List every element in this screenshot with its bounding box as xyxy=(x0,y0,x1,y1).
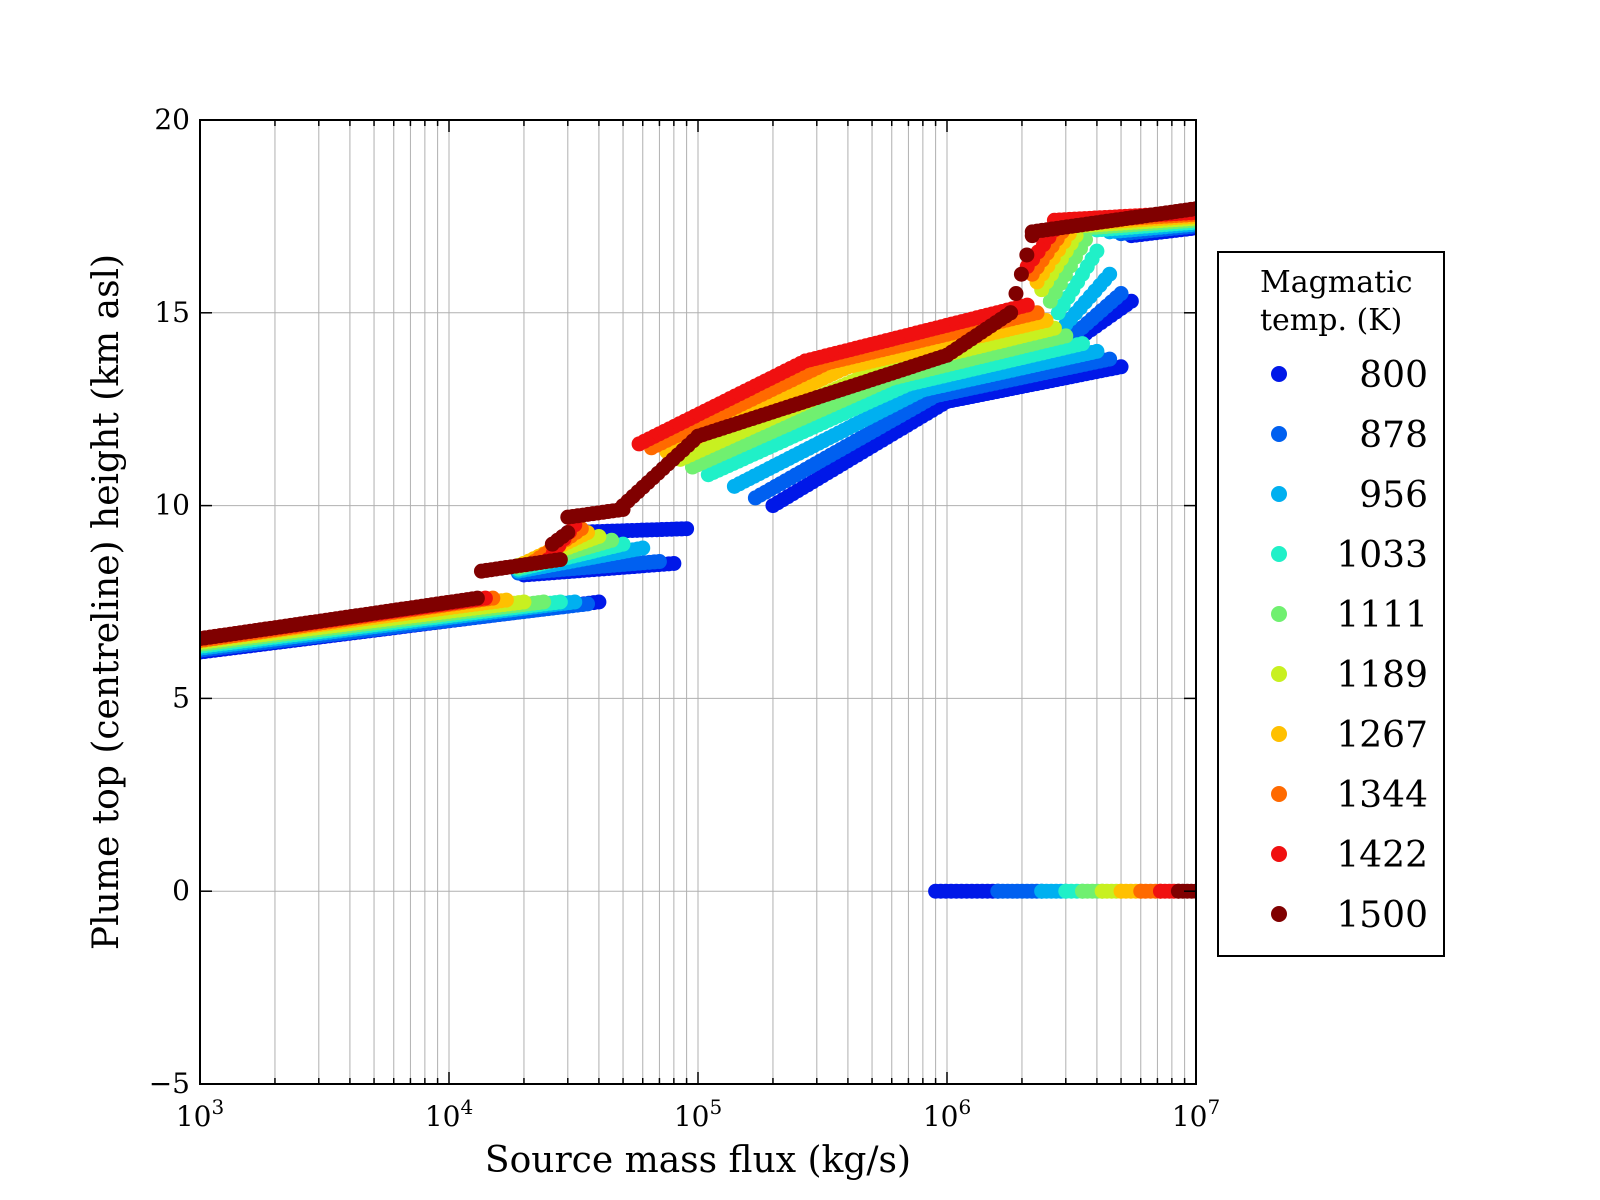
x-tick-label: 103 xyxy=(176,1095,224,1133)
data-point xyxy=(567,594,583,610)
legend-label: 1344 xyxy=(1336,775,1428,816)
data-point xyxy=(516,594,532,610)
y-tick-label: −5 xyxy=(149,1067,190,1100)
y-tick-labels: −5 0 5 10 15 20 xyxy=(149,103,190,1100)
legend-label: 1189 xyxy=(1336,655,1428,696)
legend-label: 1500 xyxy=(1336,895,1428,936)
legend-label: 1111 xyxy=(1336,595,1428,636)
legend-box xyxy=(1217,251,1445,957)
legend-marker xyxy=(1271,546,1287,562)
data-point xyxy=(552,552,568,568)
legend-marker xyxy=(1271,426,1287,442)
legend-marker xyxy=(1271,606,1287,622)
x-tick-label: 104 xyxy=(425,1095,473,1133)
data-point xyxy=(1113,286,1129,302)
data-point xyxy=(679,521,695,537)
data-point xyxy=(635,540,651,556)
legend-marker xyxy=(1271,786,1287,802)
data-point xyxy=(1102,351,1118,367)
legend-label: 800 xyxy=(1359,355,1428,396)
data-point xyxy=(591,528,607,544)
data-point xyxy=(1013,266,1029,282)
legend-label: 1033 xyxy=(1336,535,1428,576)
series-1500 xyxy=(200,201,1196,899)
data-point xyxy=(560,525,576,541)
legend-marker xyxy=(1271,846,1287,862)
y-tick-label: 5 xyxy=(172,681,190,714)
data-point xyxy=(469,590,485,606)
legend-title-line-2: temp. (K) xyxy=(1260,303,1402,338)
y-tick-label: 15 xyxy=(154,296,190,329)
data-point xyxy=(1123,293,1139,309)
legend-marker xyxy=(1271,366,1287,382)
legend-label: 878 xyxy=(1359,415,1428,456)
data-point xyxy=(580,596,596,612)
x-tick-label: 105 xyxy=(674,1095,722,1133)
data-point xyxy=(1074,336,1090,352)
data-point xyxy=(1188,201,1196,217)
data-point xyxy=(1019,247,1035,263)
legend-label: 1267 xyxy=(1336,715,1428,756)
x-axis-title: Source mass flux (kg/s) xyxy=(485,1140,911,1181)
y-axis-title: Plume top (centreline) height (km asl) xyxy=(86,254,127,950)
axis-ticks xyxy=(199,119,1196,1085)
data-point xyxy=(1089,343,1105,359)
data-point xyxy=(552,594,568,610)
data-point xyxy=(1113,359,1129,375)
legend-marker xyxy=(1271,486,1287,502)
legend-label: 1422 xyxy=(1336,835,1428,876)
y-tick-label: 0 xyxy=(172,874,190,907)
legend-marker xyxy=(1271,726,1287,742)
data-point xyxy=(1089,243,1105,259)
data-point xyxy=(1008,286,1024,302)
legend-label: 956 xyxy=(1359,475,1428,516)
data-point xyxy=(651,554,667,570)
data-points xyxy=(200,201,1196,899)
legend-title-line-1: Magmatic xyxy=(1260,265,1413,300)
data-point xyxy=(1102,266,1118,282)
data-point xyxy=(666,555,682,571)
legend-marker xyxy=(1271,666,1287,682)
data-point xyxy=(498,592,514,608)
y-tick-label: 20 xyxy=(154,103,190,136)
legend: Magmatic temp. (K) 800 878 956 1033 1111 1189… xyxy=(1217,251,1445,957)
data-point xyxy=(591,594,607,610)
data-point xyxy=(536,594,552,610)
legend-marker xyxy=(1271,906,1287,922)
data-point xyxy=(1003,305,1019,321)
x-tick-labels: 103 104 105 106 107 xyxy=(176,1095,1220,1133)
data-point xyxy=(615,536,631,552)
y-tick-label: 10 xyxy=(154,489,190,522)
x-tick-label: 106 xyxy=(923,1095,971,1133)
x-tick-label: 107 xyxy=(1172,1095,1220,1133)
data-point xyxy=(1019,297,1035,313)
data-point xyxy=(604,532,620,548)
data-point xyxy=(1058,328,1074,344)
legend-items: 800 878 956 1033 1111 1189 1267 1344 1422 1500 xyxy=(1271,355,1428,936)
